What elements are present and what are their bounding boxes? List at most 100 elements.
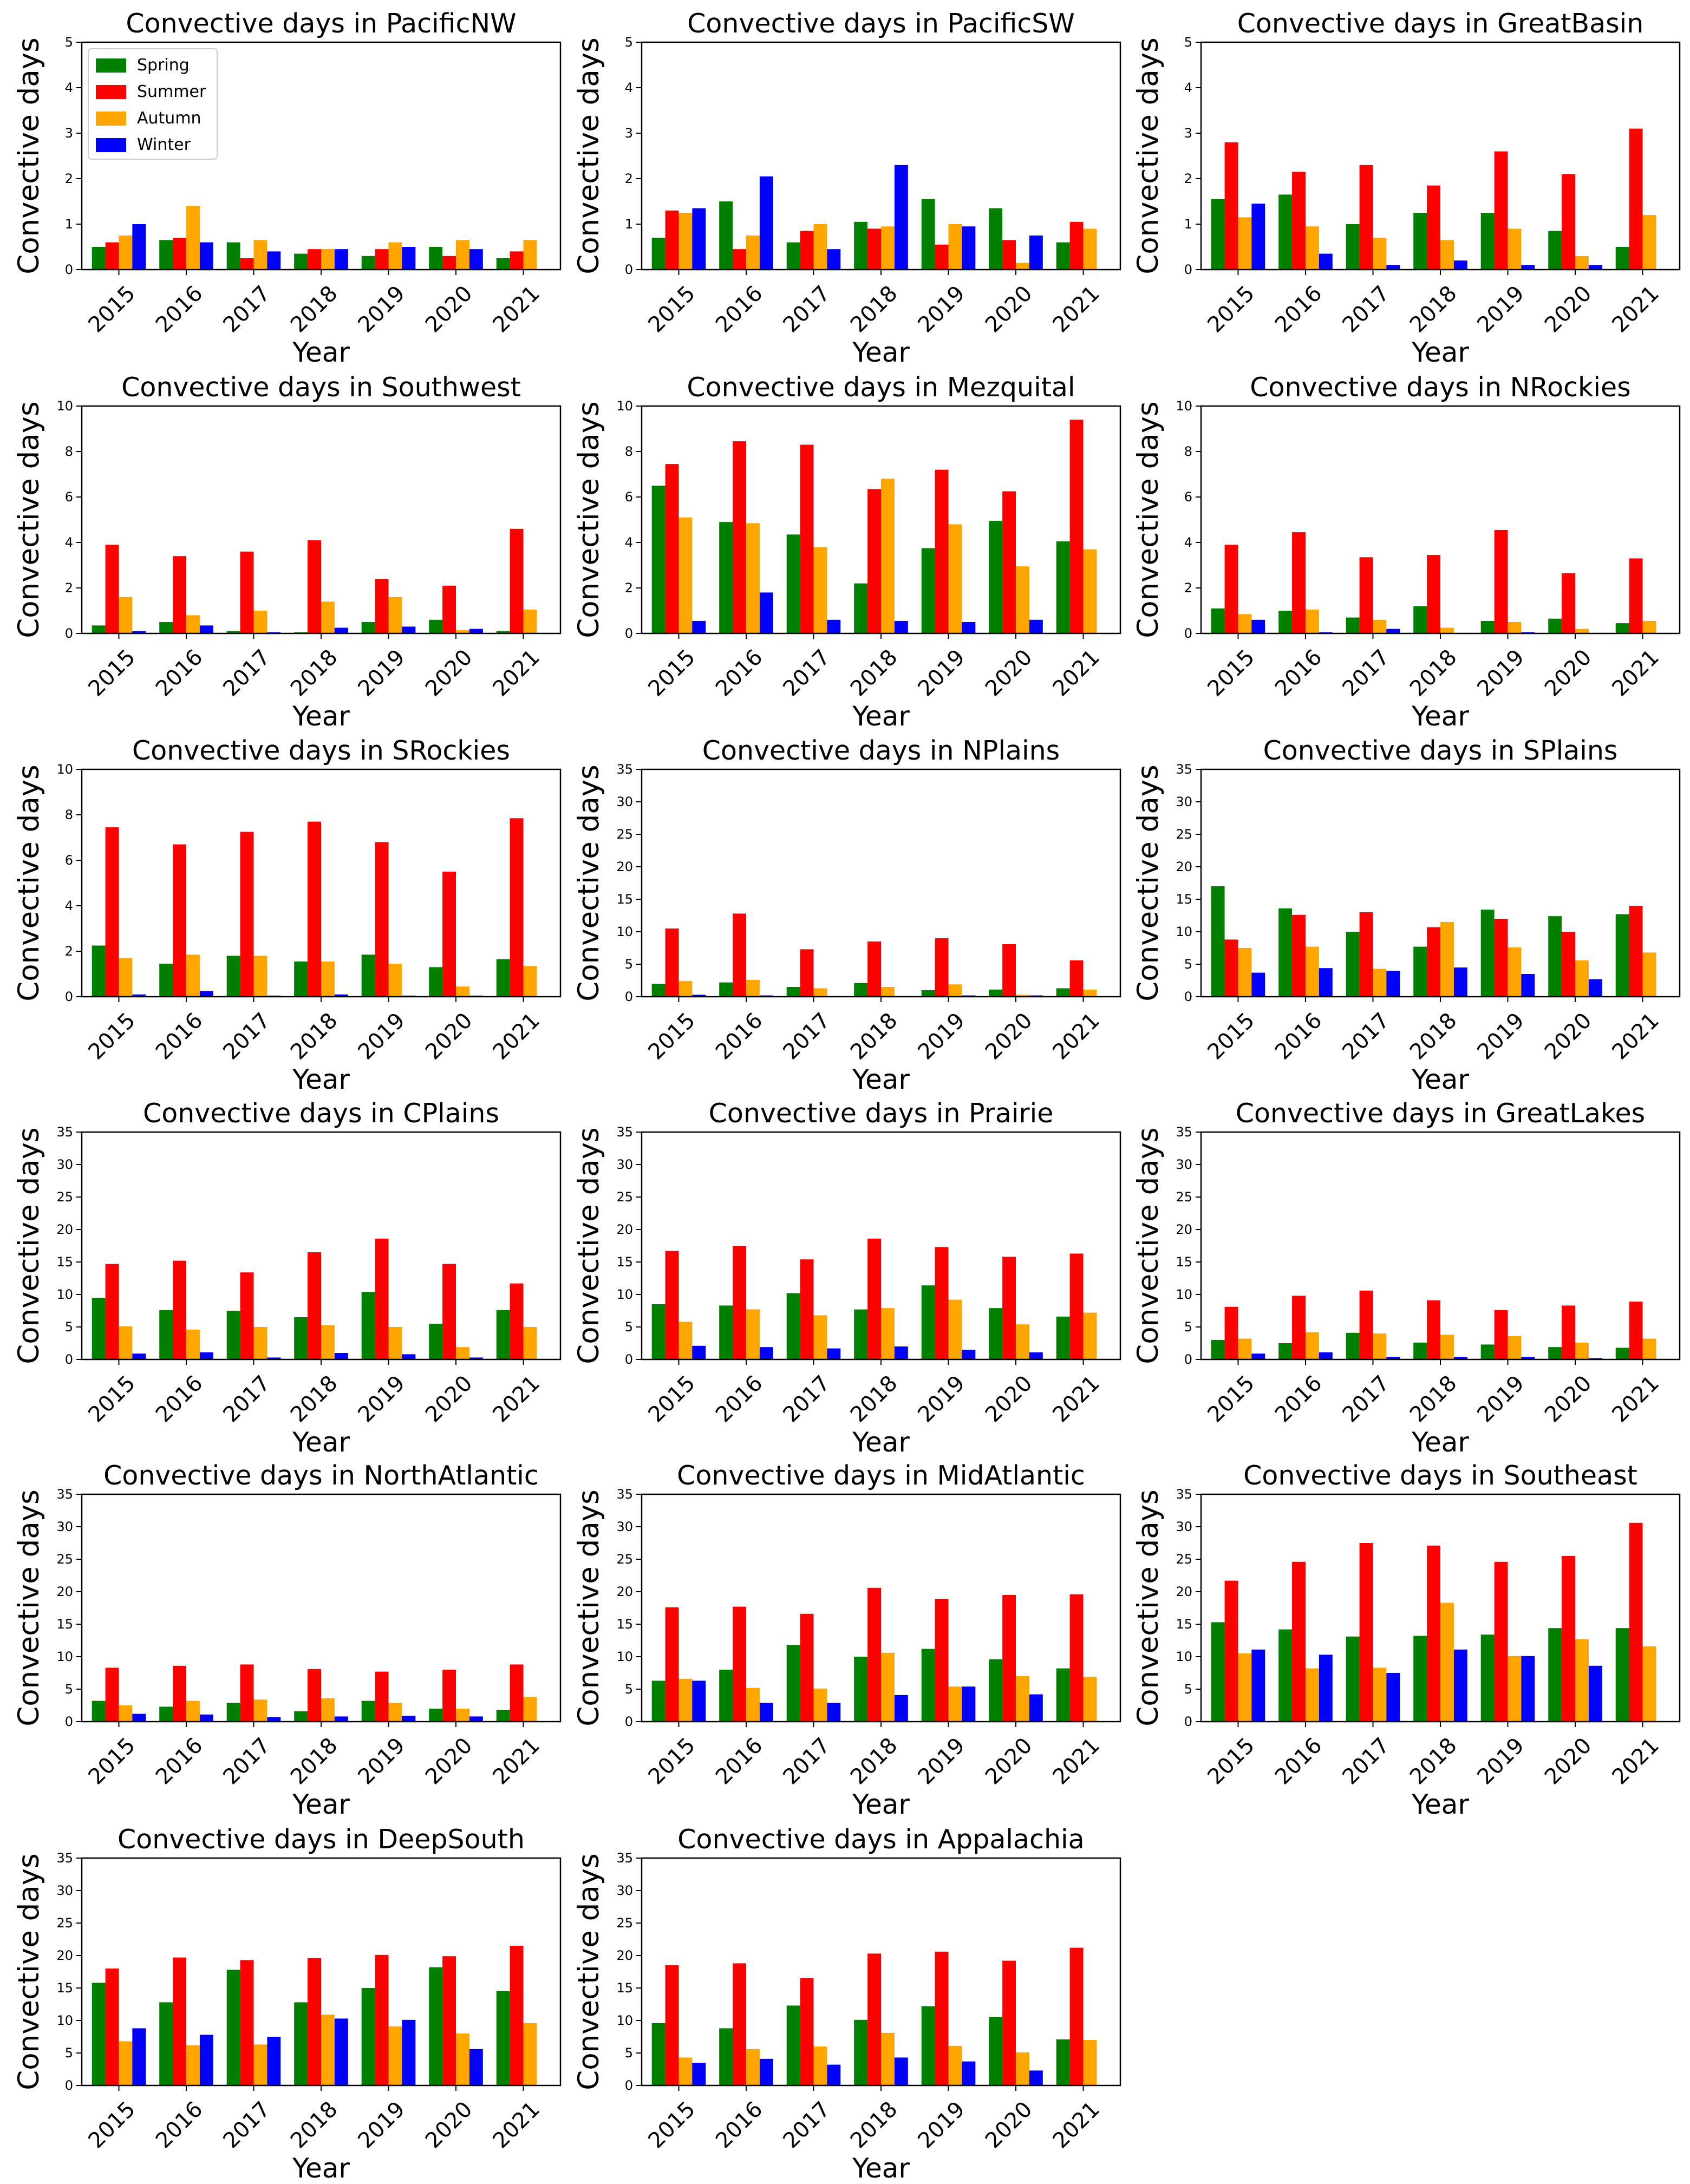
x-axis-label: Year xyxy=(292,337,350,368)
bar-spring xyxy=(921,990,935,997)
x-tick-label: 2021 xyxy=(1607,1371,1664,1428)
bar-spring xyxy=(719,1670,733,1722)
chart-title: Convective days in NPlains xyxy=(702,735,1060,766)
y-tick-label: 0 xyxy=(625,262,633,277)
bar-spring xyxy=(496,1310,510,1359)
bar-autumn xyxy=(1083,2040,1097,2085)
bar-summer xyxy=(1427,927,1440,997)
x-tick-label: 2021 xyxy=(1048,281,1105,338)
bar-autumn xyxy=(1508,622,1522,633)
y-axis-label: Convective days xyxy=(1132,401,1165,638)
chart-panel: Convective days in MidAtlantic 0 5 10 15 20 25… xyxy=(572,1460,1121,1820)
bar-spring xyxy=(719,2028,733,2085)
y-tick-label: 0 xyxy=(65,1352,73,1367)
bar-winter xyxy=(267,251,281,270)
y-tick-label: 0 xyxy=(625,989,633,1004)
bar-spring xyxy=(1056,1668,1070,1722)
bar-spring xyxy=(1615,247,1629,270)
y-tick-label: 5 xyxy=(65,35,73,50)
bar-spring xyxy=(1480,1634,1495,1722)
y-tick-label: 2 xyxy=(1184,580,1192,596)
x-axis-label: Year xyxy=(292,1789,350,1820)
y-tick-label: 25 xyxy=(56,1189,73,1205)
x-tick-label: 2015 xyxy=(83,281,140,338)
x-tick-label: 2020 xyxy=(981,2097,1038,2154)
bar-winter xyxy=(1386,265,1400,270)
bar-summer xyxy=(800,1259,814,1359)
x-tick-label: 2019 xyxy=(1472,1008,1529,1065)
y-tick-label: 0 xyxy=(1184,626,1192,641)
bar-summer xyxy=(1002,1257,1016,1359)
x-tick-label: 2020 xyxy=(981,1008,1038,1065)
bar-spring xyxy=(496,1710,510,1722)
bar-spring xyxy=(1480,1344,1495,1359)
x-tick-label: 2020 xyxy=(421,1371,478,1428)
bar-spring xyxy=(1413,213,1427,270)
bar-winter xyxy=(894,1695,908,1722)
bar-summer xyxy=(1069,960,1084,997)
bar-summer xyxy=(442,256,456,270)
y-tick-label: 3 xyxy=(65,126,73,141)
x-tick-label: 2017 xyxy=(778,645,835,702)
bar-spring xyxy=(226,1703,240,1722)
bar-summer xyxy=(1494,1561,1508,1722)
bar-summer xyxy=(1494,529,1508,633)
bar-winter xyxy=(402,247,416,270)
bar-summer xyxy=(1002,1960,1016,2085)
x-tick-label: 2021 xyxy=(1607,645,1664,702)
bar-spring xyxy=(92,1298,106,1359)
bar-summer xyxy=(1292,172,1306,270)
x-tick-label: 2015 xyxy=(1203,1008,1260,1065)
legend-swatch-autumn xyxy=(96,112,126,126)
bar-summer xyxy=(1562,174,1576,270)
bar-summer xyxy=(935,938,949,997)
bar-spring xyxy=(651,2023,665,2085)
bar-summer xyxy=(1292,532,1306,633)
bar-autumn xyxy=(1083,549,1097,633)
chart-title: Convective days in SPlains xyxy=(1263,735,1618,766)
bar-spring xyxy=(1615,1348,1629,1359)
x-tick-label: 2016 xyxy=(711,2097,768,2154)
y-tick-label: 1 xyxy=(1184,217,1192,232)
x-axis-label: Year xyxy=(852,1789,910,1820)
y-tick-label: 20 xyxy=(56,1584,73,1599)
y-tick-label: 0 xyxy=(1184,989,1192,1004)
y-tick-label: 35 xyxy=(616,1850,633,1866)
bar-spring xyxy=(1346,617,1360,633)
x-tick-label: 2017 xyxy=(1337,281,1394,338)
bar-autumn xyxy=(746,1688,760,1722)
bar-autumn xyxy=(1373,1333,1387,1359)
chart-title: Convective days in MidAtlantic xyxy=(677,1460,1085,1491)
bar-winter xyxy=(692,1345,706,1359)
bar-winter xyxy=(334,249,348,270)
bar-summer xyxy=(867,1587,881,1722)
x-tick-label: 2017 xyxy=(218,2097,275,2154)
x-tick-label: 2016 xyxy=(151,281,208,338)
bar-autumn xyxy=(186,954,200,997)
bar-autumn xyxy=(881,1652,895,1722)
y-tick-label: 25 xyxy=(616,1552,633,1567)
x-tick-label: 2015 xyxy=(643,645,700,702)
bar-summer xyxy=(173,844,186,997)
bar-spring xyxy=(921,199,935,270)
x-tick-label: 2020 xyxy=(1540,1008,1597,1065)
bar-spring xyxy=(226,956,240,997)
bar-autumn xyxy=(523,1697,537,1722)
bar-autumn xyxy=(746,523,760,633)
bar-spring xyxy=(1278,908,1293,997)
x-tick-label: 2015 xyxy=(83,1733,140,1790)
bar-autumn xyxy=(948,984,962,997)
bar-autumn xyxy=(1083,228,1097,270)
bar-spring xyxy=(651,486,665,633)
bar-winter xyxy=(199,2035,213,2085)
y-axis-label: Convective days xyxy=(1132,37,1165,274)
legend-label-autumn: Autumn xyxy=(137,109,201,128)
bar-winter xyxy=(759,176,773,270)
x-axis-label: Year xyxy=(292,1427,350,1458)
y-tick-label: 20 xyxy=(1176,1584,1192,1599)
x-tick-label: 2018 xyxy=(286,2097,343,2154)
bar-autumn xyxy=(456,986,469,997)
chart-panel: Convective days in DeepSouth 0 5 10 15 20 25 30… xyxy=(12,1824,562,2184)
bar-summer xyxy=(240,551,254,633)
bar-winter xyxy=(1386,1357,1400,1359)
